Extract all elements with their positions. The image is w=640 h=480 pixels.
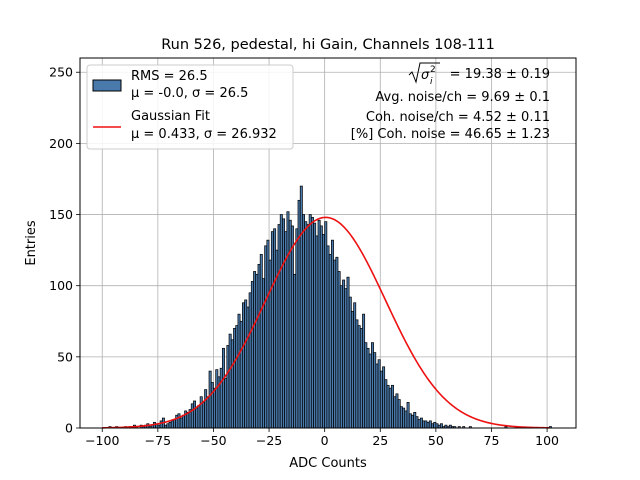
y-axis-label: Entries (24, 220, 39, 266)
x-tick-label: −75 (145, 433, 171, 448)
legend-fit-label: Gaussian Fit (131, 109, 210, 124)
chart-title: Run 526, pedestal, hi Gain, Channels 108… (161, 37, 495, 53)
y-tick-label: 200 (49, 136, 73, 151)
svg-text:σ: σ (421, 68, 430, 83)
legend: RMS = 26.5 μ = -0.0, σ = 26.5 Gaussian F… (86, 64, 294, 150)
gaussian-fit (102, 216, 550, 429)
x-axis-ticks: −100 −75 −50 −25 0 25 50 75 100 (85, 428, 559, 448)
x-tick-label: −100 (85, 433, 119, 448)
y-tick-label: 150 (49, 207, 73, 222)
x-tick-label: 75 (484, 433, 500, 448)
legend-histogram-swatch (92, 79, 122, 92)
legend-fit-stats: μ = 0.433, σ = 26.932 (131, 127, 277, 142)
y-axis-ticks: 0 50 100 150 200 250 (49, 65, 80, 436)
coh-noise-annotation: Coh. noise/ch = 4.52 ± 0.11 (366, 110, 550, 125)
x-axis-label: ADC Counts (289, 456, 367, 471)
plot-frame (79, 57, 577, 429)
x-tick-label: 25 (372, 433, 388, 448)
y-tick-label: 100 (49, 278, 73, 293)
x-tick-label: 0 (321, 433, 329, 448)
svg-text:2: 2 (430, 65, 436, 75)
sqrt-sigma-value: = 19.38 ± 0.19 (450, 67, 550, 82)
legend-histogram-stats: μ = -0.0, σ = 26.5 (131, 86, 248, 101)
x-tick-label: 100 (535, 433, 559, 448)
svg-text:i: i (430, 77, 433, 87)
gaussian-fit-line (102, 216, 550, 429)
legend-histogram-label: RMS = 26.5 (131, 69, 208, 84)
y-tick-label: 250 (49, 65, 73, 80)
noise-annotations: σ 2 i = 19.38 ± 0.19 Avg. noise/ch = 9.6… (351, 62, 550, 142)
coh-noise-pct-annotation: [%] Coh. noise = 46.65 ± 1.23 (351, 127, 550, 142)
y-tick-label: 50 (57, 349, 73, 364)
sqrt-sigma-symbol: σ 2 i (408, 62, 440, 87)
legend-box (86, 64, 294, 150)
x-tick-label: 50 (428, 433, 444, 448)
avg-noise-annotation: Avg. noise/ch = 9.69 ± 0.1 (375, 90, 550, 105)
x-tick-label: −25 (256, 433, 282, 448)
x-tick-label: −50 (200, 433, 226, 448)
y-tick-label: 0 (65, 421, 73, 436)
